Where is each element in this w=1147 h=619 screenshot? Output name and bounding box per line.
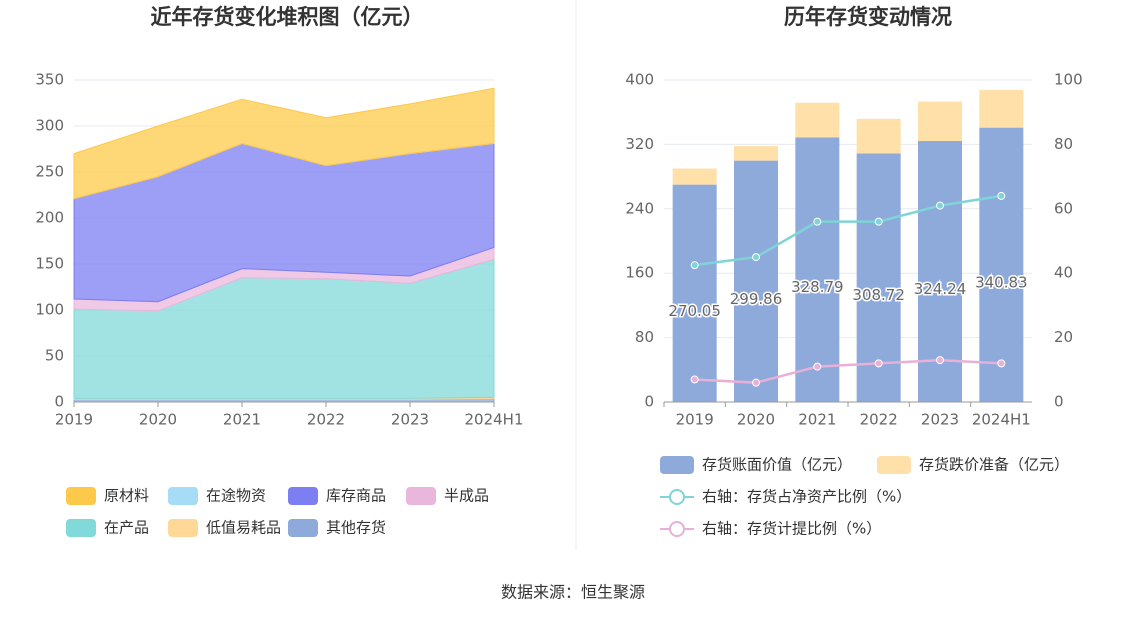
x-tick-label: 2022 (307, 411, 345, 429)
x-tick-label: 2019 (55, 411, 93, 429)
x-tick-label: 2022 (860, 411, 898, 429)
legend-label: 在产品 (104, 519, 149, 537)
bar (672, 184, 717, 402)
point (690, 375, 699, 384)
x-tick-label: 2023 (921, 411, 959, 429)
legend-swatch (288, 519, 318, 537)
legend-swatch (406, 487, 436, 505)
x-tick-label: 2024H1 (465, 411, 524, 429)
line (694, 194, 1002, 267)
y-tick-label: 400 (625, 71, 654, 89)
chart-title: 历年存货变动情况 (784, 5, 952, 29)
data-label: 340.83 (975, 273, 1028, 291)
legend-label: 存货账面价值（亿元） (702, 456, 852, 474)
point (874, 359, 883, 368)
x-tick-label: 2023 (391, 411, 429, 429)
bar (979, 127, 1024, 403)
legend-label: 在途物资 (206, 487, 266, 505)
legend-label: 库存商品 (326, 487, 386, 505)
source: 数据来源：恒生聚源 (501, 583, 645, 602)
x-tick-label: 2021 (798, 411, 836, 429)
y-tick-label: 50 (45, 347, 64, 365)
y2-tick-label: 80 (1054, 135, 1073, 153)
legend-swatch (168, 519, 198, 537)
legend-label: 右轴：存货计提比例（%） (702, 520, 881, 538)
point (813, 362, 822, 371)
point (752, 378, 760, 387)
bar (734, 160, 778, 402)
y-tick-label: 0 (54, 393, 64, 411)
legend-label: 右轴：存货占净资产比例（%） (702, 488, 911, 506)
point (936, 356, 944, 365)
y-tick-label: 350 (35, 71, 64, 89)
y2-tick-label: 60 (1054, 199, 1073, 217)
y-tick-label: 100 (35, 301, 64, 319)
x-tick-label: 2020 (139, 411, 177, 429)
y-tick-label: 300 (35, 117, 64, 135)
bar (672, 168, 717, 185)
legend-swatch (168, 487, 198, 505)
y-tick-label: 160 (625, 264, 654, 282)
legend-swatch (660, 456, 694, 474)
legend-label: 半成品 (444, 487, 489, 505)
legend-label: 其他存货 (326, 519, 386, 537)
area (73, 87, 495, 200)
point (997, 191, 1006, 200)
legend-marker (669, 489, 685, 505)
y2-tick-label: 20 (1054, 328, 1073, 346)
bar (734, 146, 778, 161)
bar (856, 118, 901, 154)
bar (795, 102, 840, 138)
data-label: 270.05 (668, 302, 721, 320)
y-tick-label: 320 (625, 135, 654, 153)
x-tick-label: 2020 (737, 411, 775, 429)
bar (918, 101, 962, 141)
legend-swatch (66, 519, 96, 537)
point (813, 217, 822, 226)
line (694, 358, 1002, 384)
legend-swatch (288, 487, 318, 505)
y-tick-label: 0 (644, 393, 654, 411)
y-tick-label: 240 (625, 199, 654, 217)
chart-title: 近年存货变化堆积图（亿元） (151, 5, 424, 29)
legend-label: 原材料 (104, 487, 149, 505)
legend-label: 存货跌价准备（亿元） (919, 456, 1069, 474)
legend-swatch (877, 456, 911, 474)
point (874, 217, 883, 226)
legend-marker (669, 521, 685, 537)
data-label: 324.24 (914, 280, 967, 298)
y2-tick-label: 0 (1054, 393, 1064, 411)
x-tick-label: 2021 (223, 411, 261, 429)
point (690, 261, 699, 270)
bar (795, 137, 840, 403)
y-tick-label: 150 (35, 255, 64, 273)
x-tick-label: 2024H1 (972, 411, 1031, 429)
y2-tick-label: 40 (1054, 264, 1073, 282)
legend-swatch (66, 487, 96, 505)
y2-tick-label: 100 (1054, 71, 1083, 89)
bar (979, 89, 1024, 128)
point (997, 359, 1006, 368)
x-tick-label: 2019 (676, 411, 714, 429)
point (752, 253, 760, 262)
point (936, 201, 944, 210)
y-tick-label: 80 (635, 328, 654, 346)
data-label: 308.72 (852, 286, 905, 304)
y-tick-label: 200 (35, 209, 64, 227)
y-tick-label: 250 (35, 163, 64, 181)
data-label: 328.79 (791, 278, 844, 296)
legend-label: 低值易耗品 (206, 519, 281, 537)
data-label: 299.86 (730, 290, 783, 308)
